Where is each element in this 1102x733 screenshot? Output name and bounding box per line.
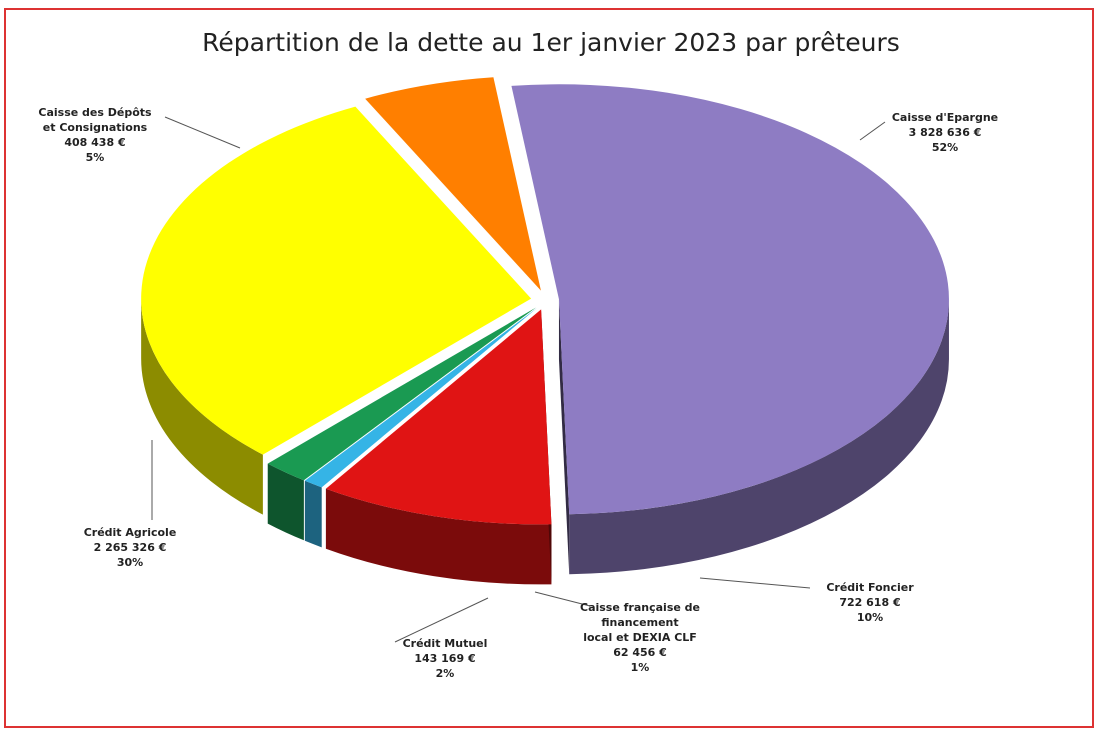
frame <box>4 8 1094 728</box>
data-label: Caisse d'Epargne 3 828 636 € 52% <box>892 110 998 155</box>
category-label: Crédit Mutuel <box>402 637 488 650</box>
slice <box>267 307 537 481</box>
percent-label: 52% <box>931 141 959 154</box>
percent-label: 30% <box>116 556 144 569</box>
value-label: 722 618 € <box>839 596 901 609</box>
percent-label: 2% <box>435 667 455 680</box>
slice-side <box>325 488 552 585</box>
category-label: Caisse des Dépôts et Consignations <box>38 106 152 134</box>
leader-line <box>699 577 811 589</box>
value-label: 62 456 € <box>613 646 667 659</box>
leader-line <box>394 597 489 643</box>
percent-label: 1% <box>630 661 650 674</box>
data-label: Caisse des Dépôts et Consignations 408 43… <box>38 105 151 165</box>
slice-side <box>141 298 263 515</box>
slice-side <box>267 463 304 541</box>
value-label: 143 169 € <box>414 652 476 665</box>
slice <box>325 309 552 525</box>
slice <box>511 84 949 515</box>
leader-line <box>164 116 241 149</box>
value-label: 2 265 326 € <box>93 541 167 554</box>
value-label: 3 828 636 € <box>908 126 982 139</box>
leader-line <box>859 121 886 141</box>
slice-edge <box>558 299 570 575</box>
category-label: Caisse d'Epargne <box>891 111 999 124</box>
slice-side <box>304 480 322 548</box>
slice-side <box>569 299 949 575</box>
category-label: Caisse française de financement local et… <box>579 601 701 644</box>
value-label: 408 438 € <box>64 136 126 149</box>
data-label: Crédit Foncier 722 618 € 10% <box>826 580 913 625</box>
data-label: Caisse française de financement local et… <box>580 600 700 675</box>
category-label: Crédit Foncier <box>826 581 914 594</box>
data-label: Crédit Mutuel 143 169 € 2% <box>403 636 488 681</box>
category-label: Crédit Agricole <box>83 526 177 539</box>
slice <box>304 308 537 488</box>
chart-title: Répartition de la dette au 1er janvier 2… <box>202 28 900 57</box>
leader-line <box>534 591 591 607</box>
data-label: Crédit Agricole 2 265 326 € 30% <box>84 525 177 570</box>
slice <box>365 77 541 291</box>
percent-label: 10% <box>856 611 884 624</box>
slice <box>141 106 532 455</box>
percent-label: 5% <box>85 151 105 164</box>
